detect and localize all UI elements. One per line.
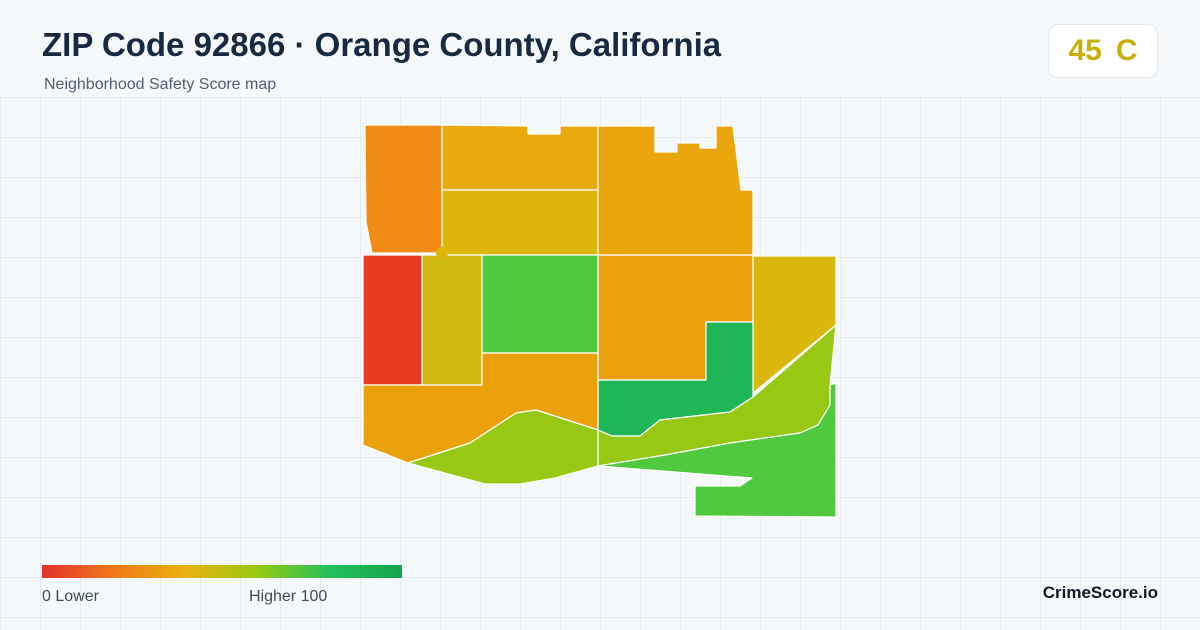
map-junction-marker xyxy=(436,247,448,259)
region-northeast[interactable] xyxy=(597,125,754,256)
region-central[interactable] xyxy=(481,254,599,354)
safety-score-badge: 45 C xyxy=(1048,24,1158,78)
score-value: 45 xyxy=(1068,34,1102,67)
legend-max-label: Higher 100 xyxy=(249,588,328,605)
brand-logo-text: CrimeScore.io xyxy=(1042,583,1158,602)
header-background xyxy=(0,0,1200,96)
region-west[interactable] xyxy=(362,254,423,386)
region-southeast[interactable] xyxy=(597,382,837,518)
score-grade: C xyxy=(1115,34,1138,67)
page-title: ZIP Code 92866 · Orange County, Californ… xyxy=(42,26,722,63)
region-north-central-lower[interactable] xyxy=(441,189,599,256)
region-north-central[interactable] xyxy=(441,124,599,191)
legend-min-label: 0 Lower xyxy=(42,588,99,605)
page-subtitle: Neighborhood Safety Score map xyxy=(44,76,277,93)
region-west-central[interactable] xyxy=(421,254,483,386)
legend-gradient-bar xyxy=(42,565,402,578)
region-northwest[interactable] xyxy=(364,124,443,254)
